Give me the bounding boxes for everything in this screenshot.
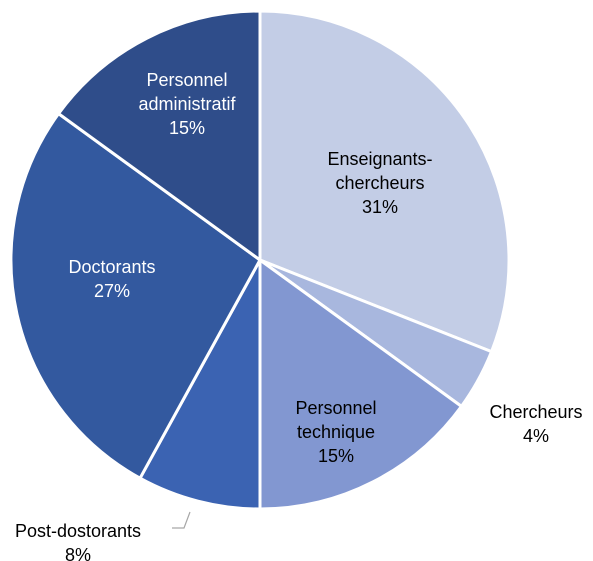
pie-slice xyxy=(56,9,262,263)
category-label: Enseignants-chercheurs xyxy=(327,149,432,193)
category-label: Post-dostorants xyxy=(15,521,141,541)
pie-slice xyxy=(258,257,464,511)
category-label: Personnel administratif xyxy=(138,70,236,114)
pie-slice xyxy=(138,259,262,511)
category-label: Chercheurs xyxy=(489,402,582,422)
value-label: 8% xyxy=(65,545,91,561)
value-label: 27% xyxy=(94,281,130,301)
value-label: 31% xyxy=(362,197,398,217)
pie-slice xyxy=(258,9,511,354)
value-label: 15% xyxy=(318,446,354,466)
category-label: Personnel technique xyxy=(295,398,376,442)
category-label: Doctorants xyxy=(68,257,155,277)
value-label: 4% xyxy=(523,426,549,446)
slices xyxy=(9,9,511,511)
leader-line xyxy=(172,511,191,529)
value-label: 15% xyxy=(169,118,205,138)
pie-slice xyxy=(9,111,262,481)
